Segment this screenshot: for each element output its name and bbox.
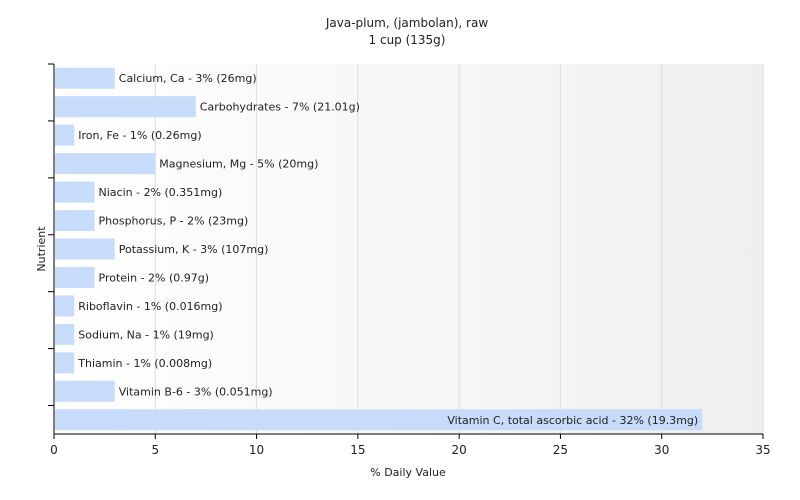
bar [55, 409, 703, 431]
chart-title: Java-plum, (jambolan), raw [325, 16, 488, 30]
x-tick-label: 0 [50, 443, 58, 457]
x-tick-label: 15 [350, 443, 365, 457]
bar-label: Phosphorus, P - 2% (23mg) [99, 215, 249, 228]
bar-label: Thiamin - 1% (0.008mg) [77, 357, 212, 370]
bar-label: Potassium, K - 3% (107mg) [119, 243, 269, 256]
bar [55, 67, 115, 89]
bar [55, 124, 75, 146]
bar-label: Vitamin C, total ascorbic acid - 32% (19… [447, 414, 698, 427]
x-tick-label: 20 [452, 443, 467, 457]
bar [55, 266, 95, 288]
bar-label: Carbohydrates - 7% (21.01g) [200, 101, 360, 114]
bar-label: Niacin - 2% (0.351mg) [99, 186, 223, 199]
x-tick-label: 5 [151, 443, 159, 457]
bar [55, 295, 75, 317]
bar [55, 181, 95, 203]
plot-area [54, 64, 763, 434]
bar [55, 96, 196, 118]
bar [55, 210, 95, 232]
bar [55, 323, 75, 345]
x-tick-label: 10 [249, 443, 264, 457]
bar-label: Magnesium, Mg - 5% (20mg) [159, 158, 318, 171]
bar [55, 238, 115, 260]
bar-label: Vitamin B-6 - 3% (0.051mg) [119, 385, 273, 398]
chart-subtitle: 1 cup (135g) [369, 33, 446, 47]
bar [55, 352, 75, 374]
x-axis-label: % Daily Value [370, 466, 446, 479]
bar-label: Iron, Fe - 1% (0.26mg) [78, 129, 201, 142]
bar-label: Calcium, Ca - 3% (26mg) [119, 72, 257, 85]
x-tick-label: 35 [755, 443, 770, 457]
bar-label: Sodium, Na - 1% (19mg) [78, 328, 214, 341]
bar-label: Protein - 2% (0.97g) [99, 271, 210, 284]
x-tick-label: 25 [553, 443, 568, 457]
y-axis-label: Nutrient [35, 226, 48, 272]
bar-label: Riboflavin - 1% (0.016mg) [78, 300, 222, 313]
bar [55, 153, 156, 175]
x-tick-label: 30 [654, 443, 669, 457]
bar [55, 380, 115, 402]
